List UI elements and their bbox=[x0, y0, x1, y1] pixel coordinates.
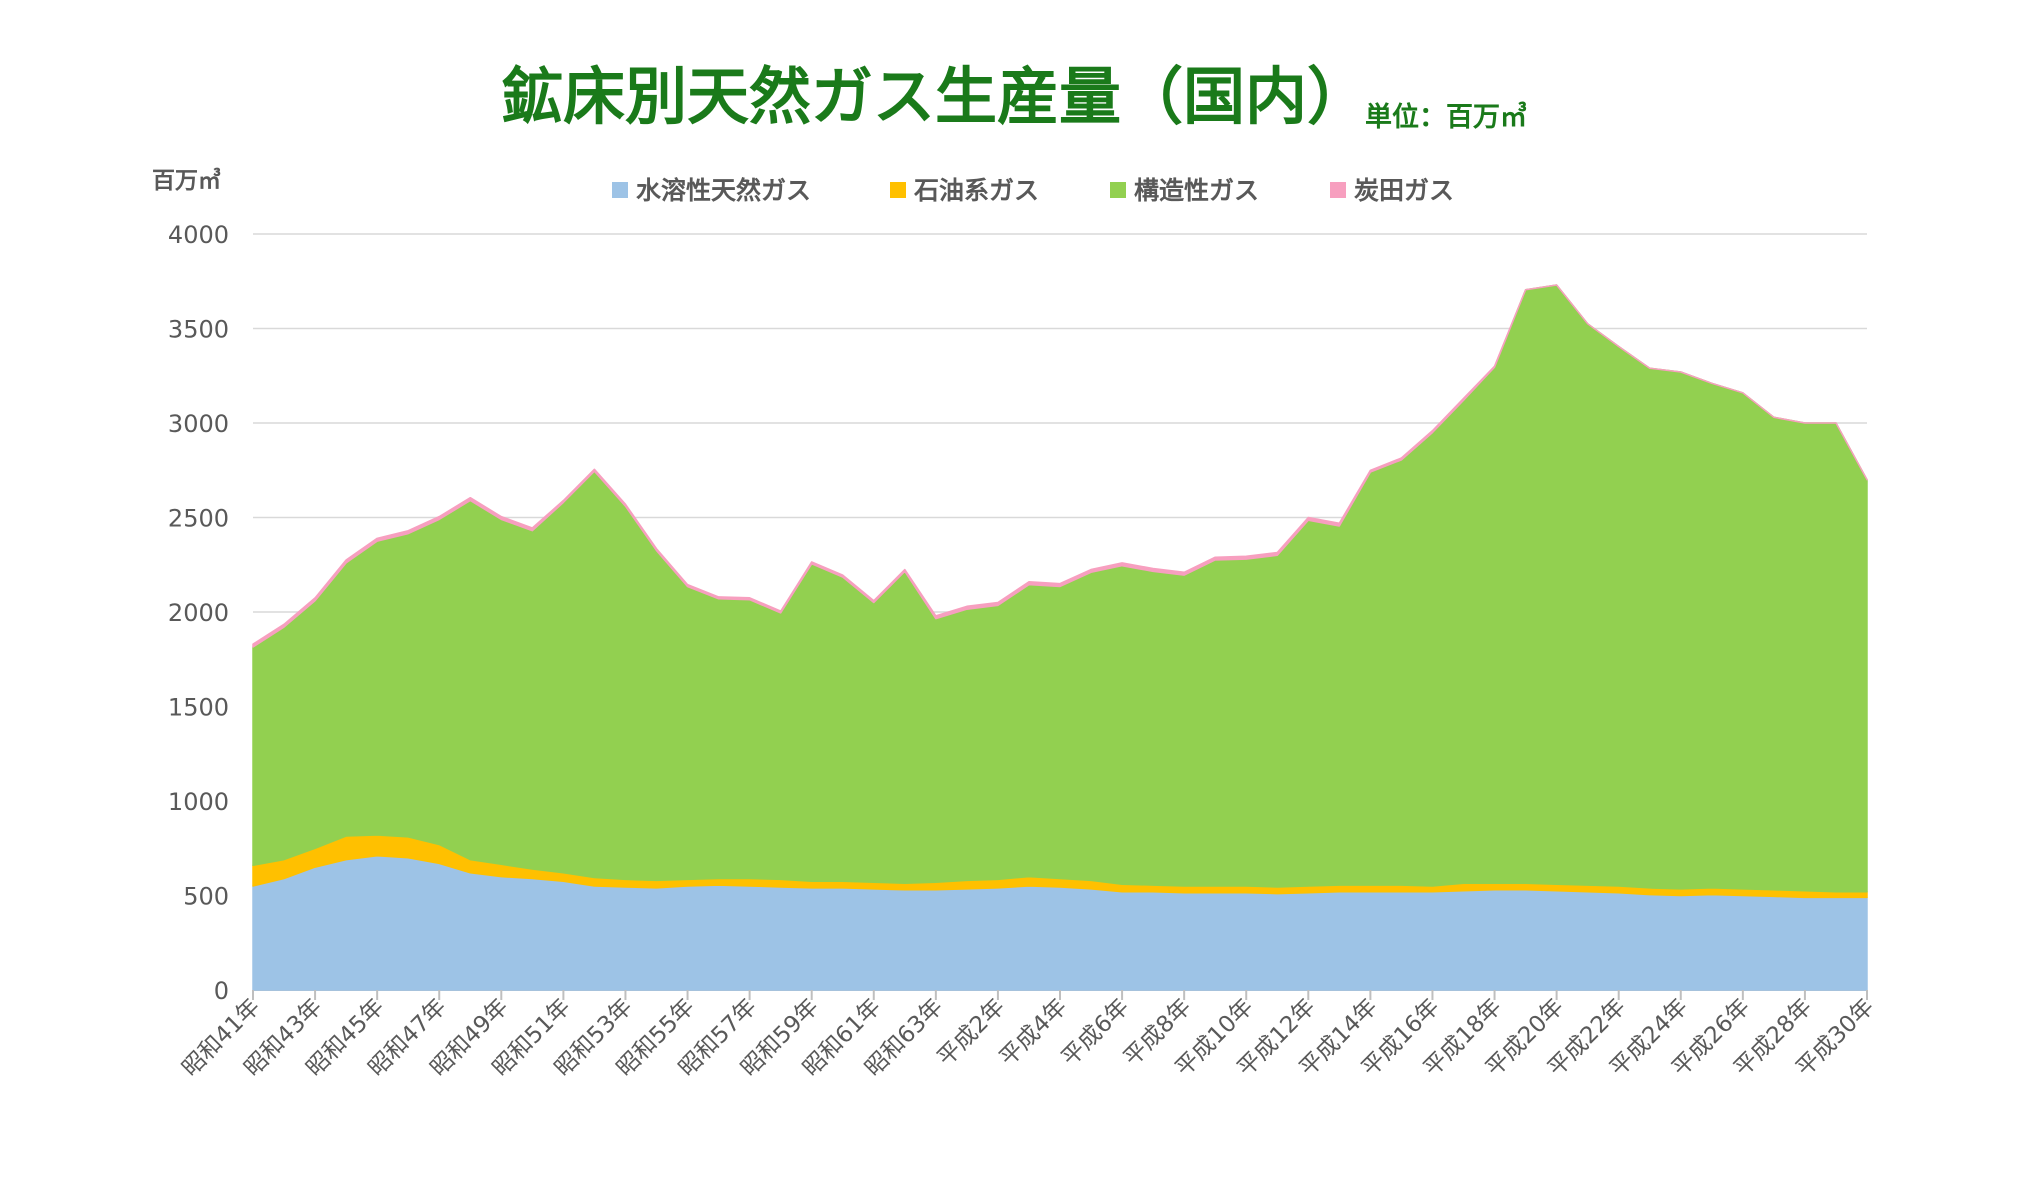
legend-label: 構造性ガス bbox=[1134, 176, 1259, 205]
y-tick-label: 0 bbox=[214, 977, 229, 1005]
legend-swatch bbox=[890, 182, 906, 198]
y-tick-label: 3000 bbox=[168, 410, 229, 438]
y-tick-label: 4000 bbox=[168, 221, 229, 249]
chart-title: 鉱床別天然ガス生産量（国内） bbox=[501, 60, 1369, 133]
area-series-3 bbox=[252, 284, 1868, 648]
legend-label: 石油系ガス bbox=[913, 176, 1039, 205]
stacked-areas bbox=[252, 284, 1868, 991]
x-tick-label: 平成2年 bbox=[933, 994, 1011, 1072]
x-tick-label: 平成6年 bbox=[1057, 994, 1135, 1072]
y-tick-label: 2500 bbox=[168, 505, 229, 533]
legend-label: 炭田ガス bbox=[1354, 176, 1454, 205]
x-axis-ticks: 昭和41年昭和43年昭和45年昭和47年昭和49年昭和51年昭和53年昭和55年… bbox=[177, 990, 1879, 1082]
legend-label: 水溶性天然ガス bbox=[636, 176, 811, 205]
y-tick-label: 500 bbox=[183, 883, 229, 911]
legend-swatch bbox=[1330, 182, 1346, 198]
legend-swatch bbox=[1110, 182, 1126, 198]
area-series-2 bbox=[252, 284, 1868, 893]
y-tick-label: 1500 bbox=[168, 694, 229, 722]
y-tick-label: 1000 bbox=[168, 788, 229, 816]
chart-subtitle: 単位：百万㎥ bbox=[1365, 101, 1527, 133]
x-tick-label: 平成4年 bbox=[995, 994, 1073, 1072]
y-axis-unit-label: 百万㎥ bbox=[152, 167, 221, 194]
y-tick-label: 2000 bbox=[168, 599, 229, 627]
y-axis-ticks: 0 500 1000 1500 2000 2500 3000 3500 4000 bbox=[168, 221, 229, 1005]
y-tick-label: 3500 bbox=[168, 316, 229, 344]
legend-swatch bbox=[612, 182, 628, 198]
legend: 水溶性天然ガス 石油系ガス 構造性ガス 炭田ガス bbox=[612, 176, 1454, 205]
